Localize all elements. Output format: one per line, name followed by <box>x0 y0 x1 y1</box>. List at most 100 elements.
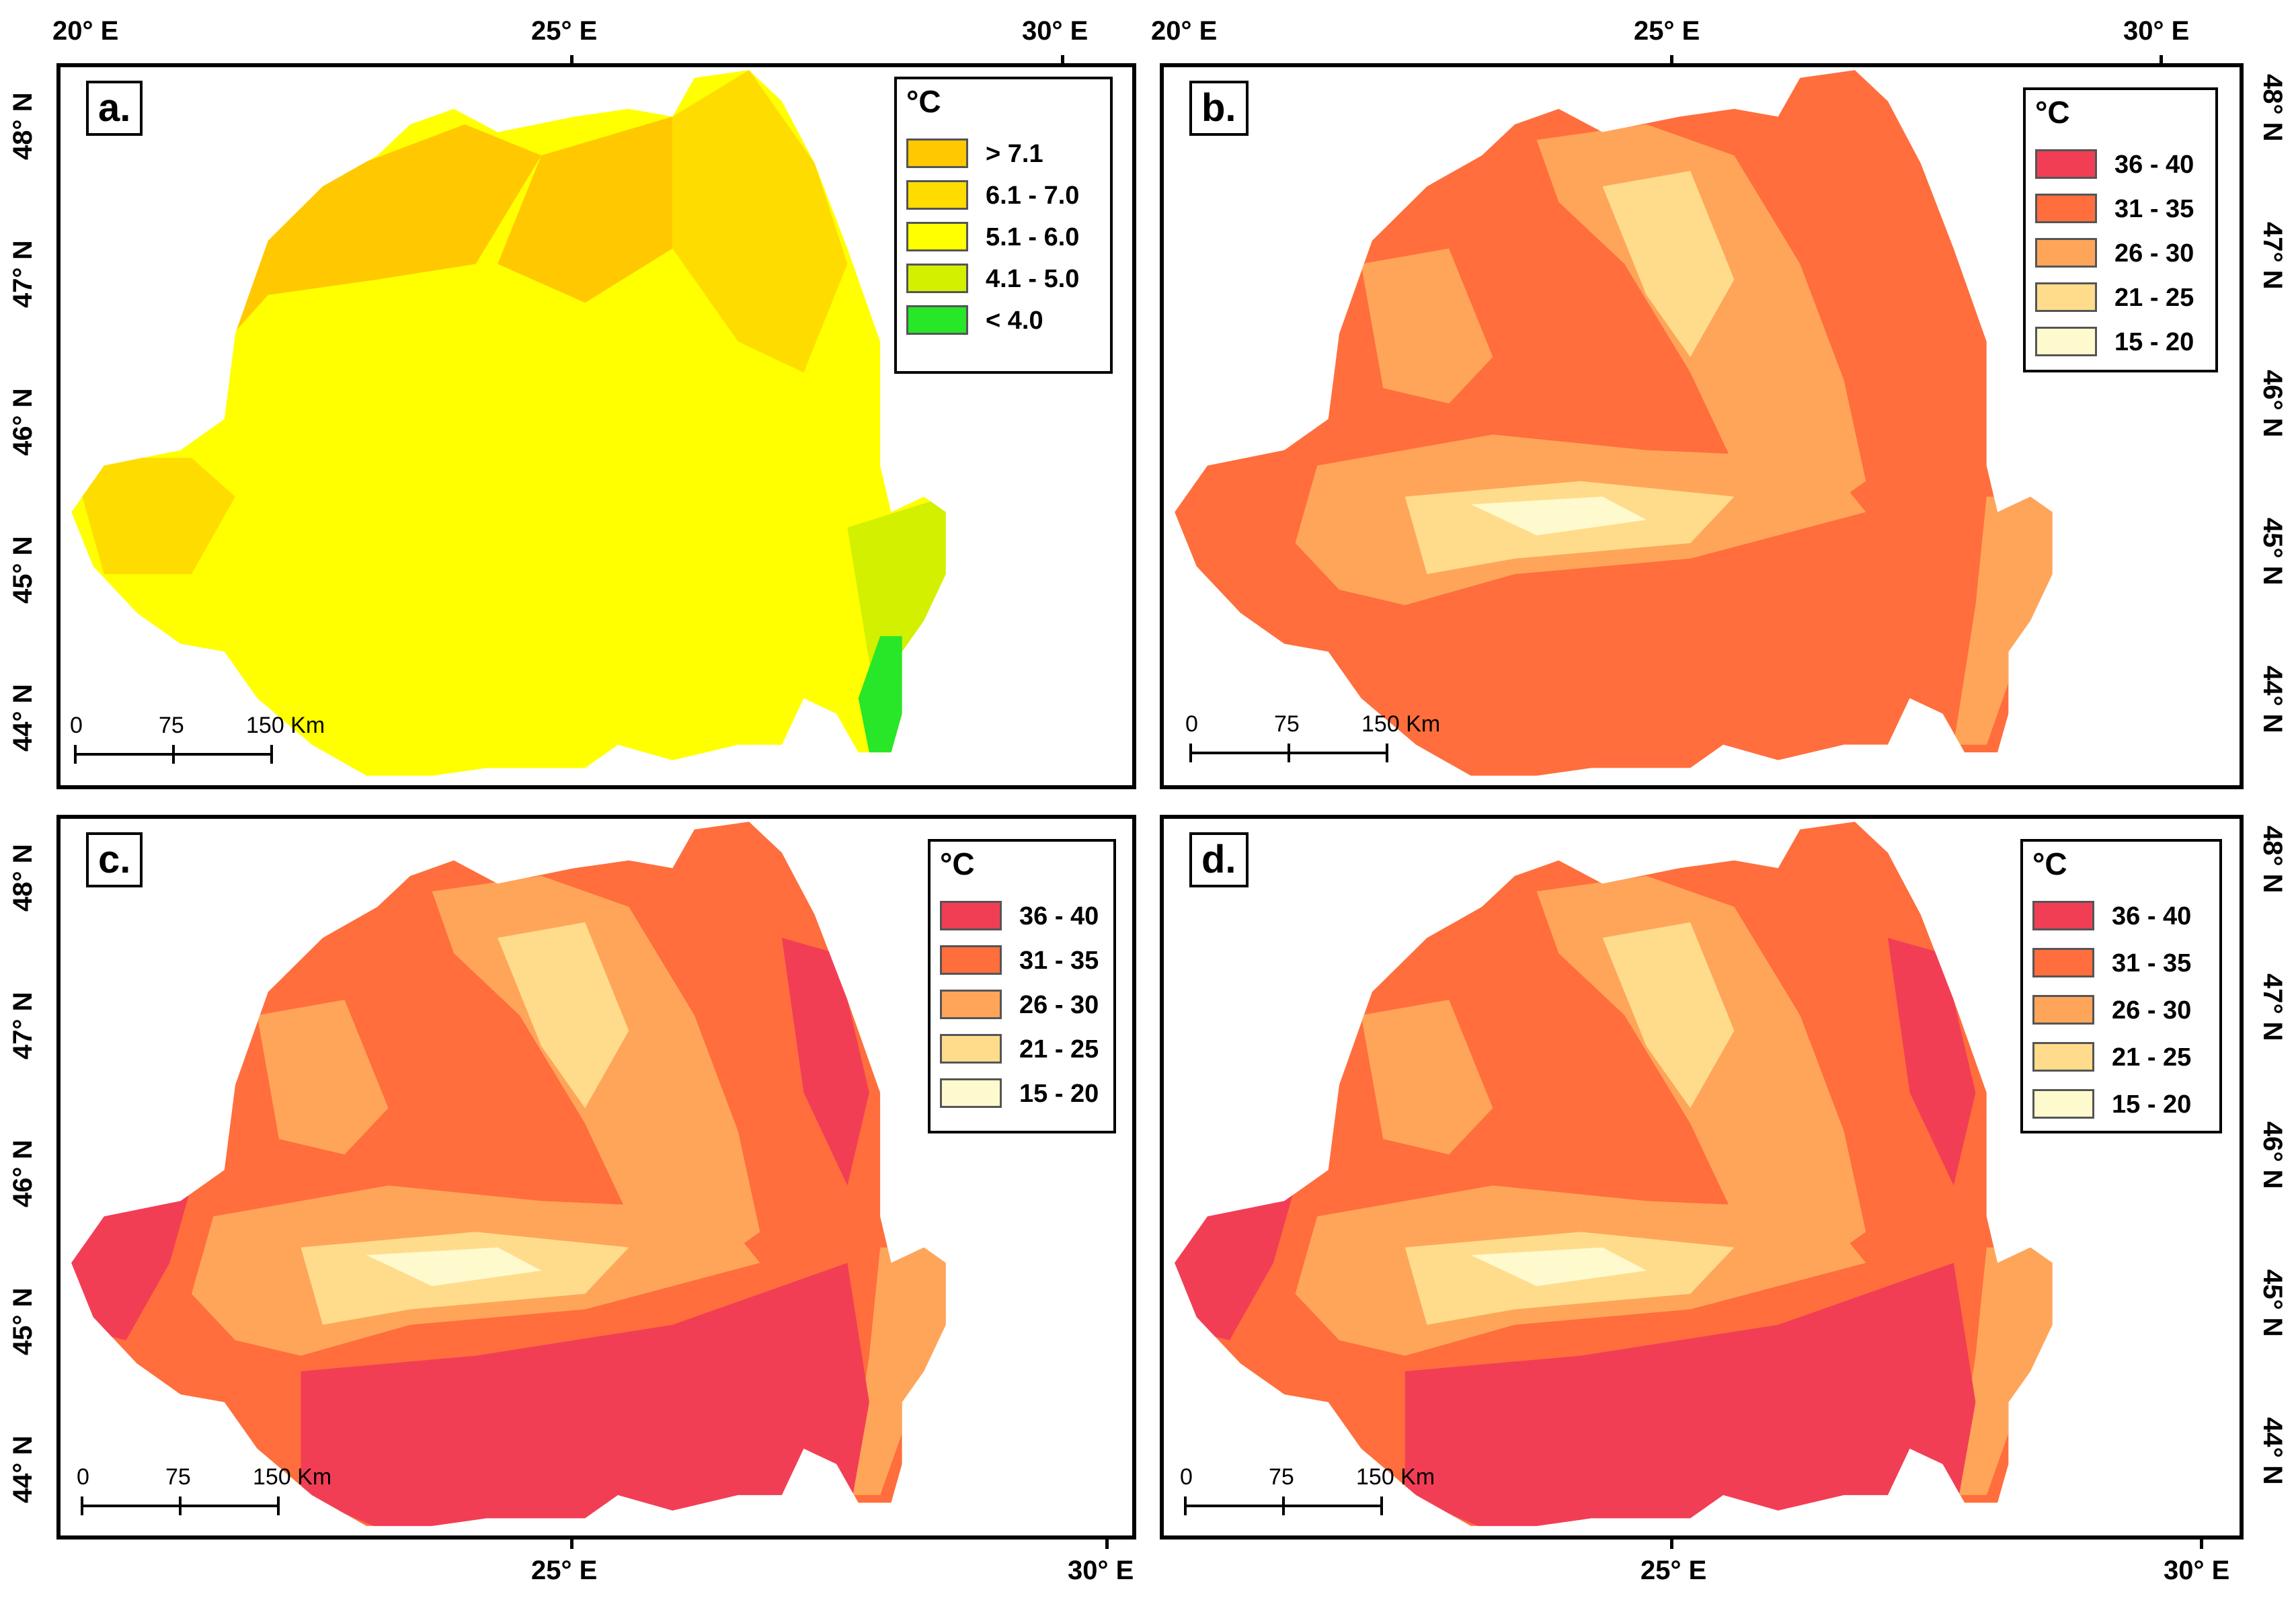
legend-title: °C <box>906 84 941 119</box>
scale-label-75: 75 <box>159 713 184 738</box>
lat-label-45-right-bottom: 45° N <box>2258 1269 2287 1337</box>
lon-label-20-top-right: 20° E <box>1151 16 1218 46</box>
lat-label-47-right-bottom: 47° N <box>2258 973 2287 1041</box>
legend-label: 15 - 20 <box>2112 1090 2192 1119</box>
legend-swatch <box>906 180 968 210</box>
zone-26-30 <box>1953 1247 2053 1495</box>
lat-label-46-right-bottom: 46° N <box>2258 1121 2287 1189</box>
legend-swatch <box>940 901 1002 930</box>
panel-label: c. <box>86 832 143 887</box>
scale-bar: 0 75 150 Km <box>1180 1464 1435 1525</box>
legend-label: 21 - 25 <box>2114 284 2194 312</box>
zone-21-25 <box>1602 922 1735 1109</box>
scale-label-75: 75 <box>1274 711 1300 737</box>
scale-label-150: 150 Km <box>1356 1464 1435 1490</box>
legend: °C 36 - 40 31 - 35 26 - 30 21 - 25 15 - 20 <box>2023 87 2218 372</box>
scale-label-0: 0 <box>77 1464 89 1490</box>
zone-26-30 <box>1361 248 1493 404</box>
lat-label-44-right-top: 44° N <box>2258 666 2287 733</box>
legend-label: 15 - 20 <box>2114 328 2194 356</box>
legend: °C 36 - 40 31 - 35 26 - 30 21 - 25 15 - 20 <box>2020 839 2222 1133</box>
zone-lt-4 <box>858 636 902 753</box>
legend-swatch <box>906 138 968 168</box>
scale-label-150: 150 Km <box>246 713 325 738</box>
zone-6-7 <box>71 458 235 574</box>
lon-label-25-top-left: 25° E <box>531 16 598 46</box>
temperature-map <box>1175 70 2053 776</box>
lat-label-44-left-top: 44° N <box>8 684 38 752</box>
panel-label: d. <box>1189 832 1249 887</box>
lat-label-44-left-bottom: 44° N <box>8 1435 38 1504</box>
zone-26-30 <box>847 1247 946 1495</box>
lat-label-47-left-bottom: 47° N <box>8 992 38 1060</box>
lat-label-48-left-top: 48° N <box>8 92 38 161</box>
legend-label: 36 - 40 <box>2114 151 2194 179</box>
legend-label: 31 - 35 <box>2114 195 2194 223</box>
lon-label-30-bottom-left: 30° E <box>1068 1556 1134 1585</box>
legend-swatch <box>2032 1089 2094 1119</box>
zone-26-30 <box>1361 1000 1493 1155</box>
legend-swatch <box>906 264 968 293</box>
scale-label-0: 0 <box>70 713 83 738</box>
legend-label: 36 - 40 <box>1019 902 1099 930</box>
legend-label: < 4.0 <box>986 307 1043 335</box>
legend-swatch <box>2035 327 2097 356</box>
legend-swatch <box>940 945 1002 975</box>
scale-bar: 0 75 150 Km <box>77 1464 331 1525</box>
zone-36-40 <box>1404 1263 1976 1526</box>
lat-label-48-left-bottom: 48° N <box>8 844 38 912</box>
legend-label: 26 - 30 <box>2114 239 2194 268</box>
scale-bar: 0 75 150 Km <box>70 713 325 773</box>
legend-title: °C <box>2032 846 2067 881</box>
lat-label-46-right-top: 46° N <box>2258 370 2287 438</box>
lon-label-30-top-left: 30° E <box>1022 16 1088 46</box>
legend-swatch <box>940 990 1002 1019</box>
zone-21-25 <box>498 922 629 1109</box>
zone-21-25 <box>1602 171 1735 357</box>
legend-label: 21 - 25 <box>1019 1035 1099 1064</box>
lon-label-30-top-right: 30° E <box>2123 16 2190 46</box>
lat-label-46-left-bottom: 46° N <box>8 1140 38 1208</box>
panel-label: b. <box>1189 81 1249 136</box>
legend-swatch <box>2032 1042 2094 1072</box>
lat-label-47-right-top: 47° N <box>2258 222 2287 290</box>
scale-label-150: 150 Km <box>253 1464 332 1490</box>
legend-swatch <box>940 1034 1002 1064</box>
lat-label-45-left-bottom: 45° N <box>8 1287 38 1356</box>
lon-label-30-bottom-right: 30° E <box>2164 1556 2230 1585</box>
panel-label: a. <box>86 81 143 136</box>
scale-label-75: 75 <box>165 1464 191 1490</box>
legend-label: 26 - 30 <box>1019 991 1099 1019</box>
map-panel-a: a. °C > 7.1 6.1 - 7.0 5.1 - 6.0 4.1 - 5.0 < … <box>56 63 1136 789</box>
temperature-map <box>71 822 946 1526</box>
zone-36-40 <box>301 1263 869 1526</box>
legend-swatch <box>940 1078 1002 1108</box>
map-panel-b: b. °C 36 - 40 31 - 35 26 - 30 21 - 25 15 - 2… <box>1160 63 2244 789</box>
legend-label: 31 - 35 <box>2112 949 2192 977</box>
temperature-map <box>1175 822 2053 1526</box>
legend-label: 6.1 - 7.0 <box>986 182 1080 210</box>
lat-label-45-left-top: 45° N <box>8 536 38 604</box>
map-panel-c: c. °C 36 - 40 31 - 35 26 - 30 21 - 25 15 - 2… <box>56 815 1136 1540</box>
zone-15-20 <box>1470 496 1647 536</box>
lat-label-46-left-top: 46° N <box>8 388 38 456</box>
lat-label-48-right-bottom: 48° N <box>2258 826 2287 893</box>
legend-label: 26 - 30 <box>2112 996 2192 1025</box>
legend-title: °C <box>940 846 975 881</box>
legend-label: 5.1 - 6.0 <box>986 223 1080 251</box>
legend-label: 31 - 35 <box>1019 947 1099 975</box>
zone-26-30 <box>257 1000 389 1155</box>
legend-title: °C <box>2035 95 2070 130</box>
legend-label: 15 - 20 <box>1019 1080 1099 1108</box>
lat-label-48-right-top: 48° N <box>2258 74 2287 142</box>
legend-label: 4.1 - 5.0 <box>986 265 1080 293</box>
zone-6-7 <box>672 70 848 373</box>
zone-15-20 <box>366 1247 542 1286</box>
lon-label-25-bottom-left: 25° E <box>531 1556 598 1585</box>
legend-swatch <box>2035 194 2097 223</box>
legend-label: 21 - 25 <box>2112 1043 2192 1072</box>
scale-bar: 0 75 150 Km <box>1185 711 1440 772</box>
legend-swatch <box>906 305 968 335</box>
zone-36-40 <box>1887 938 1976 1186</box>
lon-label-25-bottom-right: 25° E <box>1640 1556 1707 1585</box>
